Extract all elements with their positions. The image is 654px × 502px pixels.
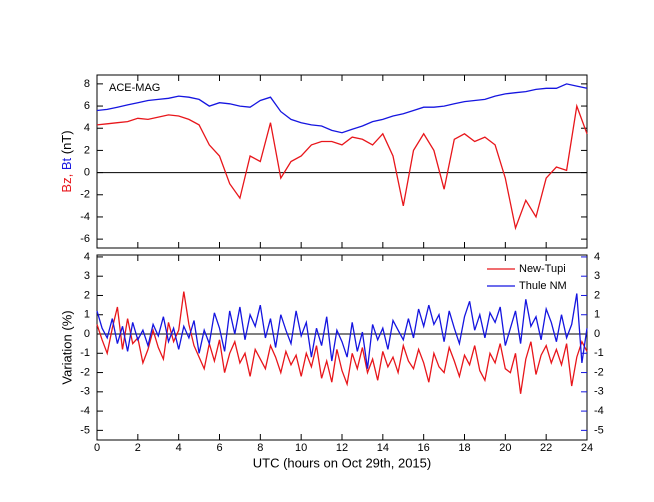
y-tick-label: -3: [80, 386, 90, 398]
y-tick-label: 2: [84, 289, 90, 301]
y-tick-label: -1: [80, 347, 90, 359]
y2-tick-label: 1: [594, 309, 600, 321]
y-tick-label: 3: [84, 270, 90, 282]
x-tick-label: 18: [458, 442, 470, 454]
y-tick-label: 1: [84, 309, 90, 321]
legend-label: Thule NM: [519, 280, 567, 292]
y2-tick-label: -1: [594, 347, 604, 359]
y-axis-label-part: Bt: [59, 158, 74, 171]
y2-tick-label: 4: [594, 251, 600, 263]
series-line: [96, 103, 588, 231]
series-line: [96, 291, 588, 394]
bottom-panel-frame: [96, 254, 588, 441]
y-axis-label-part: (nT): [59, 130, 74, 154]
y2-tick-label: 3: [594, 270, 600, 282]
annotation: ACE-MAG: [109, 82, 160, 94]
x-tick-label: 2: [135, 442, 141, 454]
y2-tick-label: 2: [594, 289, 600, 301]
y-tick-label: -5: [80, 424, 90, 436]
y-tick-label: -4: [80, 211, 90, 223]
y2-tick-label: -5: [594, 424, 604, 436]
top-panel-frame: [96, 74, 588, 249]
y-axis-label: Variation (%): [59, 310, 74, 384]
y-tick-label: 4: [84, 251, 90, 263]
x-tick-label: 14: [377, 442, 389, 454]
x-tick-label: 6: [216, 442, 222, 454]
y-tick-label: -4: [80, 405, 90, 417]
y-axis-label-part: Bz,: [59, 174, 74, 193]
x-tick-label: 10: [295, 442, 307, 454]
x-tick-label: 24: [581, 442, 593, 454]
y-tick-label: -6: [80, 233, 90, 245]
y2-tick-label: -4: [594, 405, 604, 417]
y-tick-label: -2: [80, 366, 90, 378]
x-tick-label: 20: [499, 442, 511, 454]
legend-label: New-Tupi: [519, 263, 566, 275]
y2-tick-label: 0: [594, 328, 600, 340]
y-tick-label: 4: [84, 122, 90, 134]
y-tick-label: 0: [84, 328, 90, 340]
x-axis-label: UTC (hours on Oct 29th, 2015): [253, 455, 431, 470]
y2-tick-label: -3: [594, 386, 604, 398]
y-tick-label: 8: [84, 78, 90, 90]
x-tick-label: 12: [336, 442, 348, 454]
x-tick-label: 4: [176, 442, 182, 454]
y2-tick-label: -2: [594, 366, 604, 378]
series-line: [96, 83, 588, 134]
x-tick-label: 8: [257, 442, 263, 454]
y-tick-label: 6: [84, 100, 90, 112]
y-axis-label: Bz, Bt (nT): [59, 130, 74, 192]
x-tick-label: 0: [94, 442, 100, 454]
x-tick-label: 16: [418, 442, 430, 454]
y-tick-label: -2: [80, 189, 90, 201]
series-line: [96, 293, 588, 369]
y-tick-label: 2: [84, 144, 90, 156]
y-tick-label: 0: [84, 166, 90, 178]
x-tick-label: 22: [540, 442, 552, 454]
